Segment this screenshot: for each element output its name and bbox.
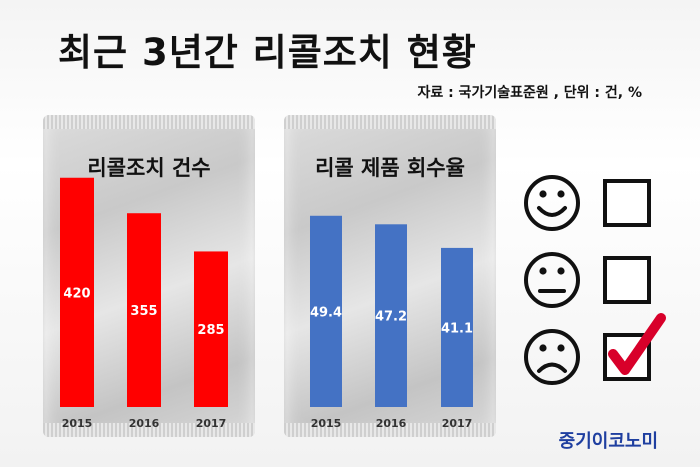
neutral-face-icon	[524, 252, 580, 308]
survey-icons	[524, 175, 666, 385]
happy-face-icon	[524, 175, 580, 231]
source-note: 자료 : 국가기술표준원 , 단위 : 건, %	[417, 85, 642, 101]
bar-0-2017	[194, 251, 228, 407]
sad-face-icon	[524, 329, 580, 385]
data-label-1-2016: 47.2	[375, 310, 407, 325]
chart-title-recovery-rate: 리콜 제품 회수율	[315, 156, 465, 180]
x-tick-label-0-2015: 2015	[62, 417, 93, 430]
brand-logo: 중기이코노미	[558, 431, 658, 452]
data-label-1-2017: 41.1	[441, 321, 473, 336]
x-tick-label-1-2017: 2017	[442, 417, 473, 430]
checkbox-empty-icon	[603, 179, 651, 227]
bar-1-2017	[441, 247, 473, 407]
data-label-0-2015: 420	[63, 286, 90, 301]
data-label-0-2017: 285	[197, 323, 224, 338]
x-tick-label-0-2017: 2017	[196, 417, 227, 430]
bar-1-2015	[310, 215, 342, 407]
bar-0-2016	[127, 213, 161, 407]
page-title: 최근 3년간 리콜조치 현황	[58, 31, 477, 74]
x-tick-label-1-2016: 2016	[376, 417, 407, 430]
chart-title-recall-count: 리콜조치 건수	[87, 156, 211, 180]
checkbox-checked-icon	[603, 313, 666, 381]
x-tick-label-0-2016: 2016	[129, 417, 160, 430]
x-tick-label-1-2015: 2015	[311, 417, 342, 430]
bar-1-2016	[375, 224, 407, 407]
data-label-1-2015: 49.4	[310, 305, 342, 320]
checkbox-empty-icon	[603, 256, 651, 304]
bar-0-2015	[60, 177, 94, 407]
data-label-0-2016: 355	[130, 304, 157, 319]
